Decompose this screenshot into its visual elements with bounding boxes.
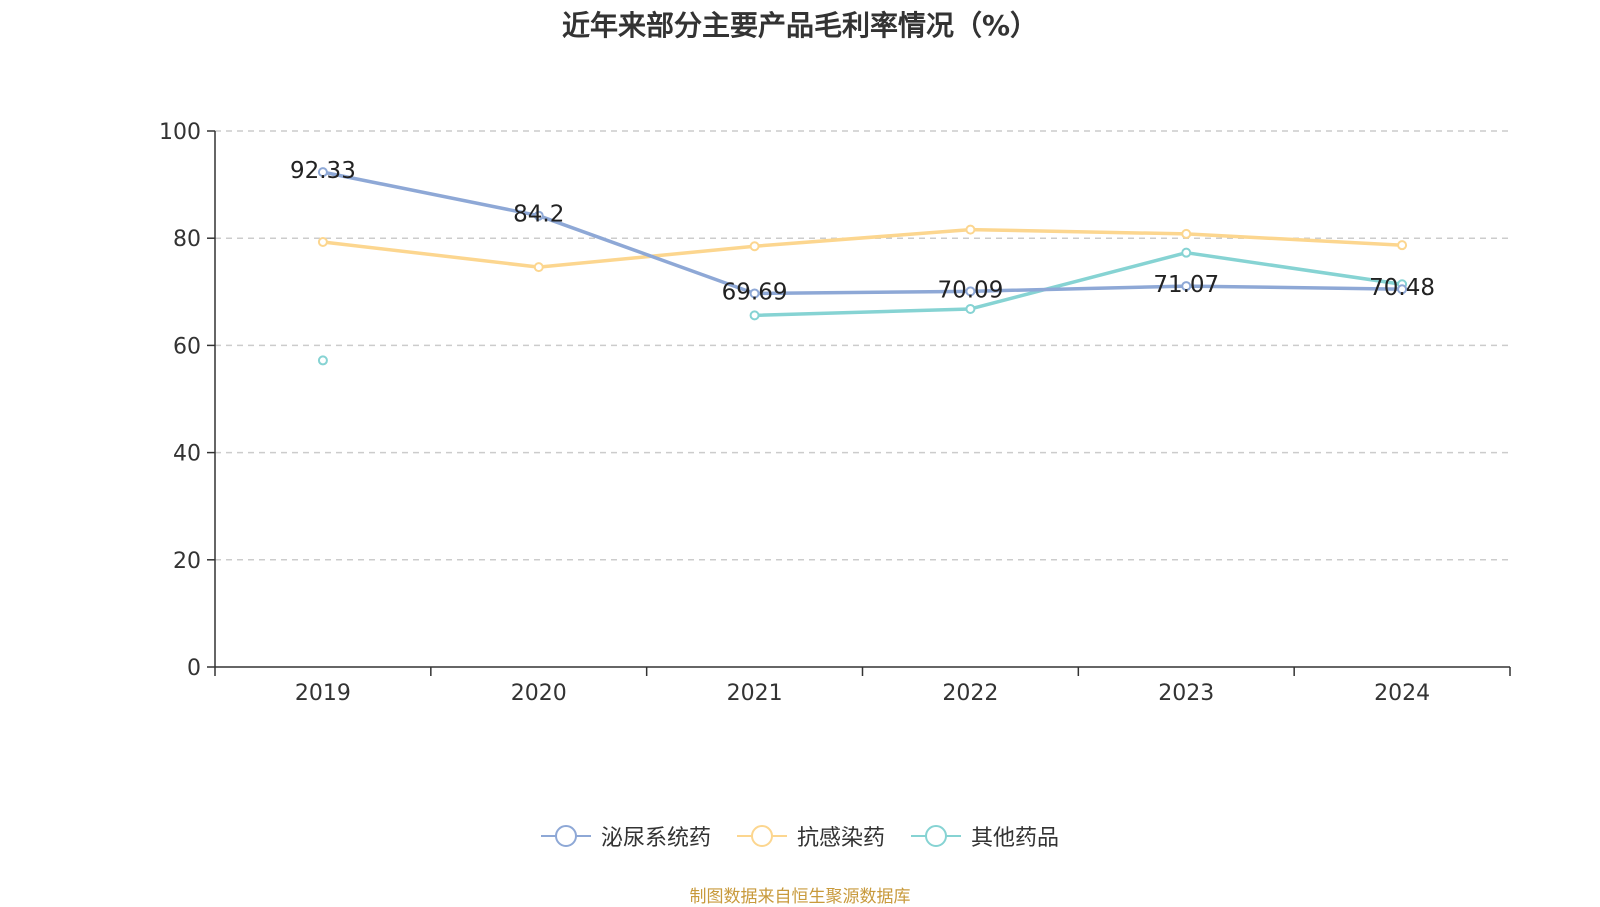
data-label: 84.2 [513,202,564,228]
data-point [317,167,328,178]
legend-symbol [911,824,961,848]
y-tick-label: 20 [173,549,201,574]
data-point [317,355,328,366]
data-labels: 92.33 84.2 69.69 70.09 71.07 70.48 [290,158,1435,305]
x-tick-label: 2020 [511,681,567,706]
data-point [1397,284,1408,295]
data-point [1181,228,1192,239]
y-tick-label: 0 [187,656,201,681]
legend-item[interactable]: 抗感染药 [736,820,885,852]
data-point [317,236,328,247]
series-line [322,170,1403,296]
legend-label: 泌尿系统药 [600,826,711,851]
legend-symbol [540,824,591,848]
y-tick-label: 100 [159,120,201,145]
legend-label: 其他药品 [971,826,1060,851]
data-point [1181,281,1192,292]
grid-lines [215,130,1510,561]
chart-title: 近年来部分主要产品毛利率情况（%） [561,9,1039,42]
data-label: 71.07 [1153,272,1219,298]
data-point [1397,240,1408,251]
x-tick-label: 2023 [1158,681,1214,706]
legend-label: 抗感染药 [796,826,885,851]
data-label: 69.69 [722,279,788,305]
series-line [322,227,1403,269]
data-point [1181,247,1192,258]
x-tick-label: 2019 [295,681,351,706]
source-note: 制图数据来自恒生聚源数据库 [689,887,911,907]
data-label: 70.48 [1369,275,1435,301]
y-tick-label: 60 [173,334,201,359]
data-point [533,210,544,221]
axes: 0 20 40 60 80 100 2019 2020 2021 2022 2023 2024 [159,120,1511,706]
x-tick-label: 2022 [942,681,998,706]
legend-item[interactable]: 其他药品 [911,820,1059,852]
series-line [754,250,1403,318]
data-label: 92.33 [290,158,356,184]
data-label: 70.09 [937,277,1003,303]
data-point [965,303,976,314]
x-tick-label: 2021 [727,681,783,706]
x-tick-label: 2024 [1374,681,1430,706]
y-tick-label: 40 [173,442,201,467]
legend: 泌尿系统药 抗感染药 其他药品 [0,820,1600,852]
data-point [965,286,976,297]
legend-item[interactable]: 泌尿系统药 [540,820,711,852]
legend-symbol [736,824,787,848]
data-point [533,262,544,273]
data-point [749,288,760,299]
data-point [965,224,976,235]
y-tick-label: 80 [173,227,201,252]
data-point [749,310,760,321]
series [317,167,1408,366]
data-point [749,241,760,252]
